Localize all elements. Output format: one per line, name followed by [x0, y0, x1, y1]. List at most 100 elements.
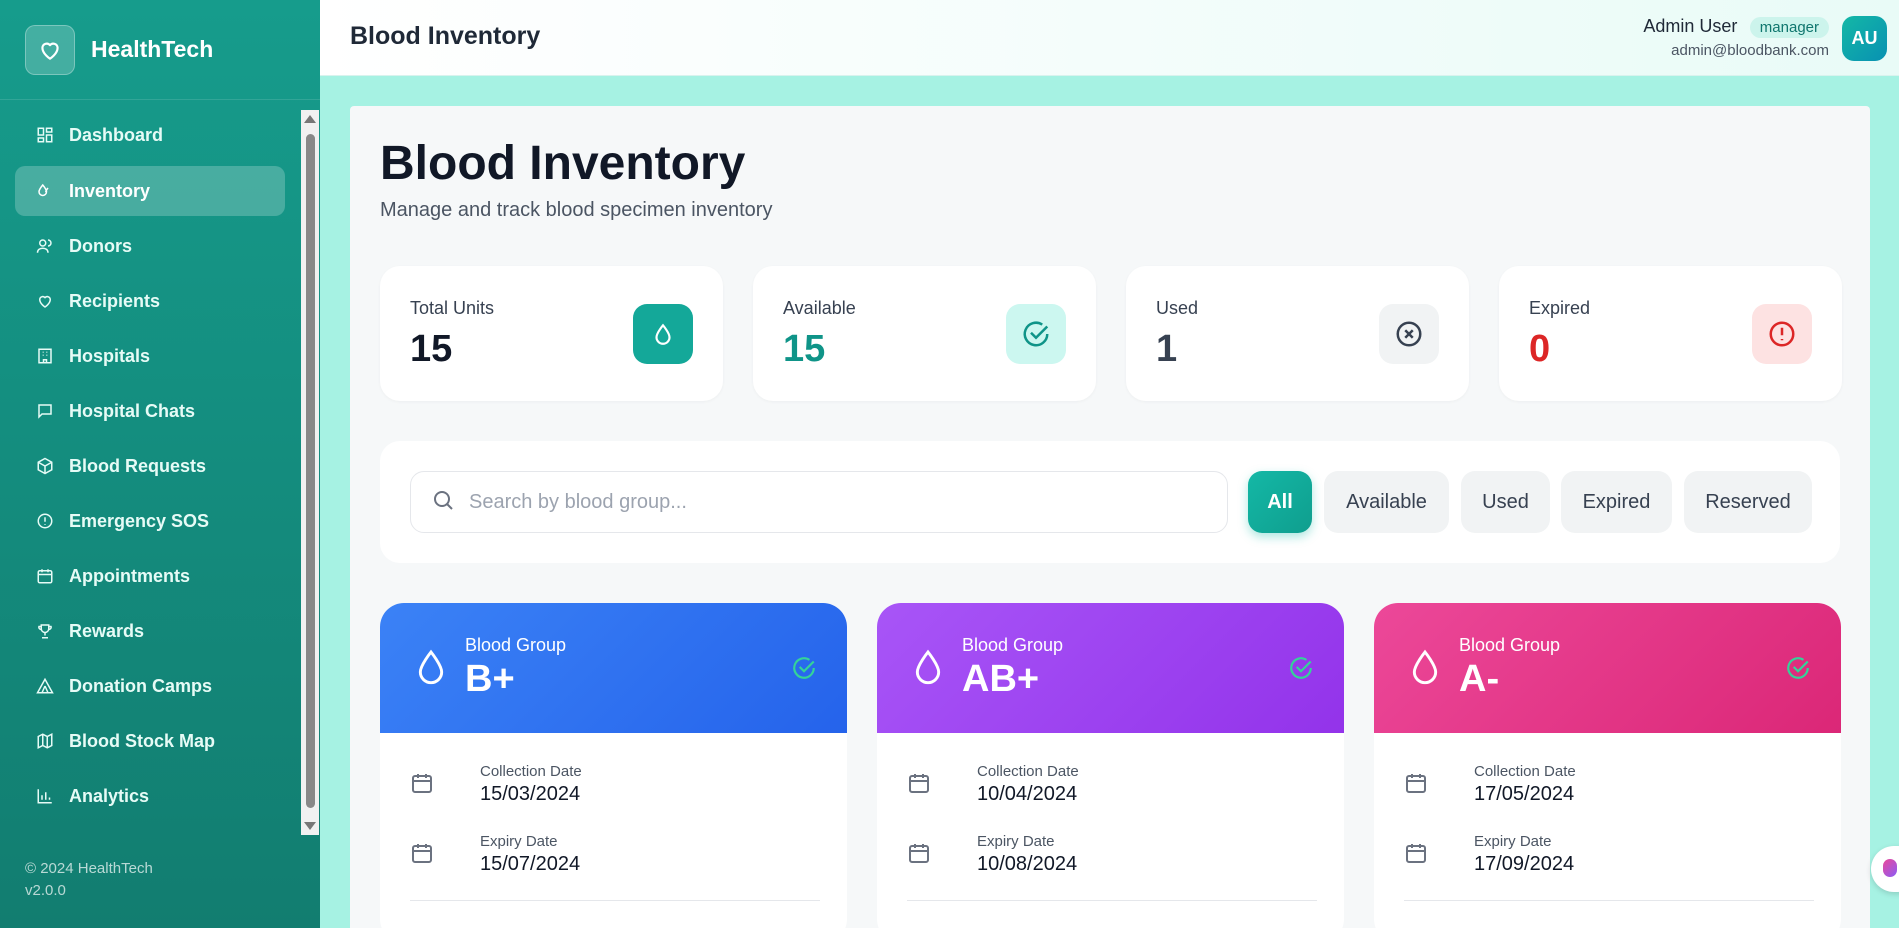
sidebar-item-rewards[interactable]: Rewards [15, 606, 285, 656]
calendar-icon [410, 771, 434, 800]
stat-card-used: Used 1 [1126, 266, 1469, 401]
sidebar-item-blood-requests[interactable]: Blood Requests [15, 441, 285, 491]
header-title: Blood Inventory [350, 22, 541, 50]
sidebar-item-analytics[interactable]: Analytics [15, 771, 285, 821]
bar-chart-icon [35, 786, 55, 806]
filter-reserved-button[interactable]: Reserved [1684, 471, 1812, 533]
calendar-icon [410, 841, 434, 870]
sidebar-item-appointments[interactable]: Appointments [15, 551, 285, 601]
divider [1404, 900, 1814, 901]
search-box[interactable] [410, 471, 1228, 533]
brand: HealthTech [0, 0, 320, 100]
sidebar-item-inventory[interactable]: Inventory [15, 166, 285, 216]
sidebar-item-label: Recipients [69, 290, 161, 311]
trophy-icon [35, 621, 55, 641]
floating-assistant-button[interactable] [1871, 846, 1899, 892]
sidebar-item-label: Appointments [69, 565, 190, 586]
alert-icon [1752, 304, 1812, 364]
avatar[interactable]: AU [1842, 16, 1887, 61]
blood-group-label: Blood Group [465, 635, 567, 655]
filter-bar: All Available Used Expired Reserved [380, 441, 1840, 563]
sidebar-item-donation-camps[interactable]: Donation Camps [15, 661, 285, 711]
stat-value: 15 [783, 328, 826, 370]
sidebar-item-label: Inventory [69, 180, 151, 201]
building-icon [35, 346, 55, 366]
sidebar-footer: © 2024 HealthTech v2.0.0 [25, 858, 153, 902]
sidebar-item-label: Blood Stock Map [69, 730, 216, 751]
stat-label: Total Units [410, 298, 495, 318]
calendar-icon [35, 566, 55, 586]
calendar-icon [1404, 771, 1428, 800]
sidebar-item-donors[interactable]: Donors [15, 221, 285, 271]
card-header: Blood Group A- [1374, 603, 1841, 733]
sidebar-item-emergency-sos[interactable]: Emergency SOS [15, 496, 285, 546]
collection-date-label: Collection Date [977, 763, 1079, 780]
package-icon [35, 456, 55, 476]
sidebar-item-label: Donation Camps [69, 675, 213, 696]
tent-icon [35, 676, 55, 696]
blood-unit-card[interactable]: Blood Group AB+ Collection Date 10/04/20… [877, 603, 1344, 928]
filter-used-button[interactable]: Used [1461, 471, 1550, 533]
sidebar-scrollbar[interactable] [301, 110, 319, 835]
sidebar-item-label: Emergency SOS [69, 510, 210, 531]
stat-card-total-units: Total Units 15 [380, 266, 723, 401]
calendar-icon [907, 771, 931, 800]
filter-available-button[interactable]: Available [1324, 471, 1449, 533]
collection-date-value: 17/05/2024 [1474, 783, 1575, 805]
stat-value: 0 [1529, 328, 1551, 370]
calendar-icon [907, 841, 931, 870]
blood-group-value: B+ [465, 658, 515, 700]
filter-expired-button[interactable]: Expired [1561, 471, 1672, 533]
expiry-date-label: Expiry Date [1474, 833, 1552, 850]
sidebar-item-hospital-chats[interactable]: Hospital Chats [15, 386, 285, 436]
sidebar-item-dashboard[interactable]: Dashboard [15, 110, 285, 160]
expiry-date-label: Expiry Date [977, 833, 1055, 850]
scrollbar-thumb[interactable] [306, 134, 315, 808]
droplet-icon [415, 648, 447, 693]
droplet-icon [1409, 648, 1441, 693]
stat-card-expired: Expired 0 [1499, 266, 1842, 401]
user-name: Admin User [1643, 16, 1738, 36]
blood-group-value: A- [1459, 658, 1500, 700]
sidebar-item-label: Dashboard [69, 124, 164, 145]
stat-value: 1 [1156, 328, 1178, 370]
expiry-date-label: Expiry Date [480, 833, 558, 850]
sidebar-item-recipients[interactable]: Recipients [15, 276, 285, 326]
scroll-up-icon[interactable] [304, 115, 316, 123]
brain-icon [1883, 859, 1897, 877]
droplet-icon [912, 648, 944, 693]
check-circle-icon [1006, 304, 1066, 364]
heart-icon [35, 291, 55, 311]
blood-unit-card[interactable]: Blood Group B+ Collection Date 15/03/202… [380, 603, 847, 928]
user-info[interactable]: Admin User manager admin@bloodbank.com [1643, 16, 1829, 59]
sidebar-item-label: Hospitals [69, 345, 151, 366]
filter-all-button[interactable]: All [1248, 471, 1312, 533]
sidebar-item-blood-stock-map[interactable]: Blood Stock Map [15, 716, 285, 766]
stat-label: Expired [1529, 298, 1591, 318]
scroll-down-icon[interactable] [304, 822, 316, 830]
brand-name: HealthTech [91, 36, 214, 62]
search-input[interactable] [469, 490, 1189, 514]
droplets-icon [35, 181, 55, 201]
card-header: Blood Group AB+ [877, 603, 1344, 733]
divider [410, 900, 820, 901]
chat-icon [35, 401, 55, 421]
sidebar-item-label: Blood Requests [69, 455, 207, 476]
blood-group-label: Blood Group [962, 635, 1064, 655]
divider [907, 900, 1317, 901]
blood-unit-card[interactable]: Blood Group A- Collection Date 17/05/202… [1374, 603, 1841, 928]
sidebar-item-label: Rewards [69, 620, 145, 641]
alert-circle-icon [35, 511, 55, 531]
expiry-date-value: 15/07/2024 [480, 853, 581, 875]
main-content: Blood Inventory Manage and track blood s… [350, 106, 1870, 928]
page-title: Blood Inventory [380, 137, 746, 190]
collection-date-value: 10/04/2024 [977, 783, 1078, 805]
sidebar-item-hospitals[interactable]: Hospitals [15, 331, 285, 381]
stat-label: Used [1156, 298, 1199, 318]
check-circle-icon [1288, 655, 1314, 686]
map-icon [35, 731, 55, 751]
check-circle-icon [1785, 655, 1811, 686]
blood-group-label: Blood Group [1459, 635, 1561, 655]
stat-label: Available [783, 298, 856, 318]
dashboard-icon [35, 125, 55, 145]
